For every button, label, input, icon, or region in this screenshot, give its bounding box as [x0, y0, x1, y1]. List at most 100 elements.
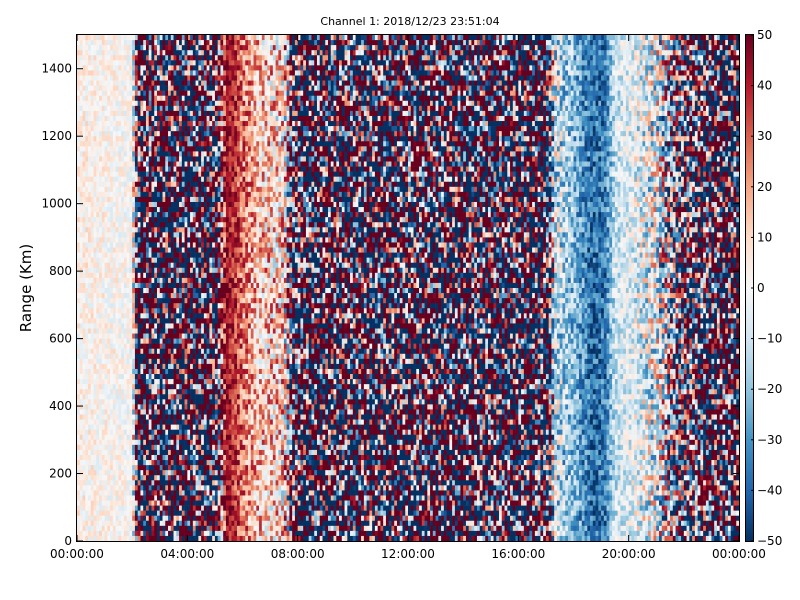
heatmap-cell: [134, 414, 138, 420]
heatmap-cell: [209, 444, 213, 451]
heatmap-cell: [148, 166, 152, 172]
heatmap-cell: [159, 65, 163, 71]
heatmap-cell: [88, 505, 92, 511]
heatmap-cell: [121, 414, 125, 420]
heatmap-cell: [151, 95, 155, 102]
heatmap-cell: [145, 136, 150, 142]
heatmap-cell: [168, 424, 172, 430]
heatmap-cell: [101, 394, 105, 400]
heatmap-cell: [151, 368, 155, 375]
heatmap-cell: [126, 414, 130, 420]
heatmap-cell: [168, 409, 172, 415]
heatmap-cell: [206, 252, 210, 258]
heatmap-cell: [154, 404, 158, 410]
heatmap-cell: [187, 414, 191, 420]
heatmap-cell: [181, 353, 185, 360]
heatmap-cell: [143, 262, 147, 269]
heatmap-cell: [195, 338, 199, 344]
heatmap-cell: [145, 201, 150, 208]
heatmap-cell: [159, 495, 163, 501]
heatmap-cell: [134, 247, 138, 253]
heatmap-cell: [123, 196, 127, 203]
heatmap-cell: [156, 237, 161, 243]
heatmap-cell: [99, 394, 103, 400]
heatmap-cell: [129, 530, 133, 537]
heatmap-cell: [151, 40, 155, 46]
heatmap-cell: [201, 141, 205, 147]
heatmap-cell: [99, 358, 103, 365]
heatmap-cell: [184, 262, 188, 269]
heatmap-cell: [206, 490, 210, 496]
heatmap-cell: [104, 75, 108, 81]
heatmap-cell: [168, 55, 172, 61]
heatmap-cell: [118, 207, 122, 213]
heatmap-cell: [203, 429, 207, 436]
heatmap-cell: [170, 50, 174, 56]
heatmap-cell: [206, 247, 210, 253]
heatmap-cell: [190, 293, 194, 299]
heatmap-cell: [162, 272, 166, 279]
heatmap-cell: [93, 515, 97, 522]
heatmap-cell: [121, 141, 125, 147]
heatmap-cell: [129, 186, 133, 193]
heatmap-cell: [148, 303, 152, 309]
heatmap-cell: [195, 85, 199, 91]
heatmap-cell: [121, 201, 125, 208]
heatmap-cell: [192, 80, 196, 86]
heatmap-cell: [170, 65, 174, 71]
heatmap-cell: [190, 454, 194, 461]
heatmap-cell: [129, 520, 133, 527]
heatmap-cell: [143, 343, 147, 350]
heatmap-cell: [165, 247, 169, 253]
heatmap-cell: [154, 186, 158, 193]
heatmap-cell: [110, 35, 114, 41]
heatmap-cell: [190, 161, 194, 167]
heatmap-cell: [168, 510, 172, 516]
heatmap-cell: [110, 490, 114, 496]
heatmap-cell: [203, 434, 207, 441]
heatmap-cell: [110, 60, 114, 66]
heatmap-cell: [82, 394, 86, 400]
heatmap-cell: [132, 384, 136, 390]
heatmap-cell: [156, 495, 161, 501]
heatmap-cell: [137, 60, 141, 66]
heatmap-cell: [126, 465, 130, 471]
heatmap-cell: [176, 196, 180, 203]
heatmap-cell: [137, 379, 141, 385]
heatmap-cell: [112, 449, 116, 456]
heatmap-cell: [206, 65, 210, 71]
heatmap-cell: [93, 449, 97, 456]
heatmap-cell: [110, 166, 114, 172]
heatmap-cell: [170, 136, 174, 142]
heatmap-cell: [107, 348, 111, 355]
heatmap-cell: [104, 176, 108, 183]
heatmap-cell: [170, 115, 174, 122]
heatmap-cell: [118, 379, 122, 385]
heatmap-cell: [79, 115, 83, 122]
heatmap-cell: [179, 75, 183, 81]
heatmap-cell: [145, 308, 150, 314]
heatmap-cell: [126, 45, 130, 51]
heatmap-cell: [176, 252, 180, 258]
heatmap-cell: [107, 85, 111, 91]
heatmap-cell: [190, 176, 194, 183]
heatmap-cell: [198, 191, 202, 198]
heatmap-cell: [176, 424, 180, 430]
heatmap-cell: [121, 500, 125, 506]
heatmap-cell: [195, 75, 199, 81]
heatmap-cell: [145, 70, 150, 76]
heatmap-cell: [90, 485, 94, 491]
heatmap-cell: [148, 75, 152, 81]
heatmap-cell: [209, 495, 213, 501]
heatmap-cell: [181, 40, 185, 46]
heatmap-cell: [192, 75, 196, 81]
heatmap-cell: [145, 333, 150, 339]
heatmap-cell: [93, 212, 97, 218]
heatmap-cell: [96, 288, 100, 294]
heatmap-cell: [96, 277, 100, 284]
heatmap-cell: [154, 525, 158, 532]
heatmap-cell: [201, 242, 205, 248]
heatmap-cell: [137, 530, 141, 537]
heatmap-cell: [195, 100, 199, 107]
heatmap-cell: [148, 414, 152, 420]
